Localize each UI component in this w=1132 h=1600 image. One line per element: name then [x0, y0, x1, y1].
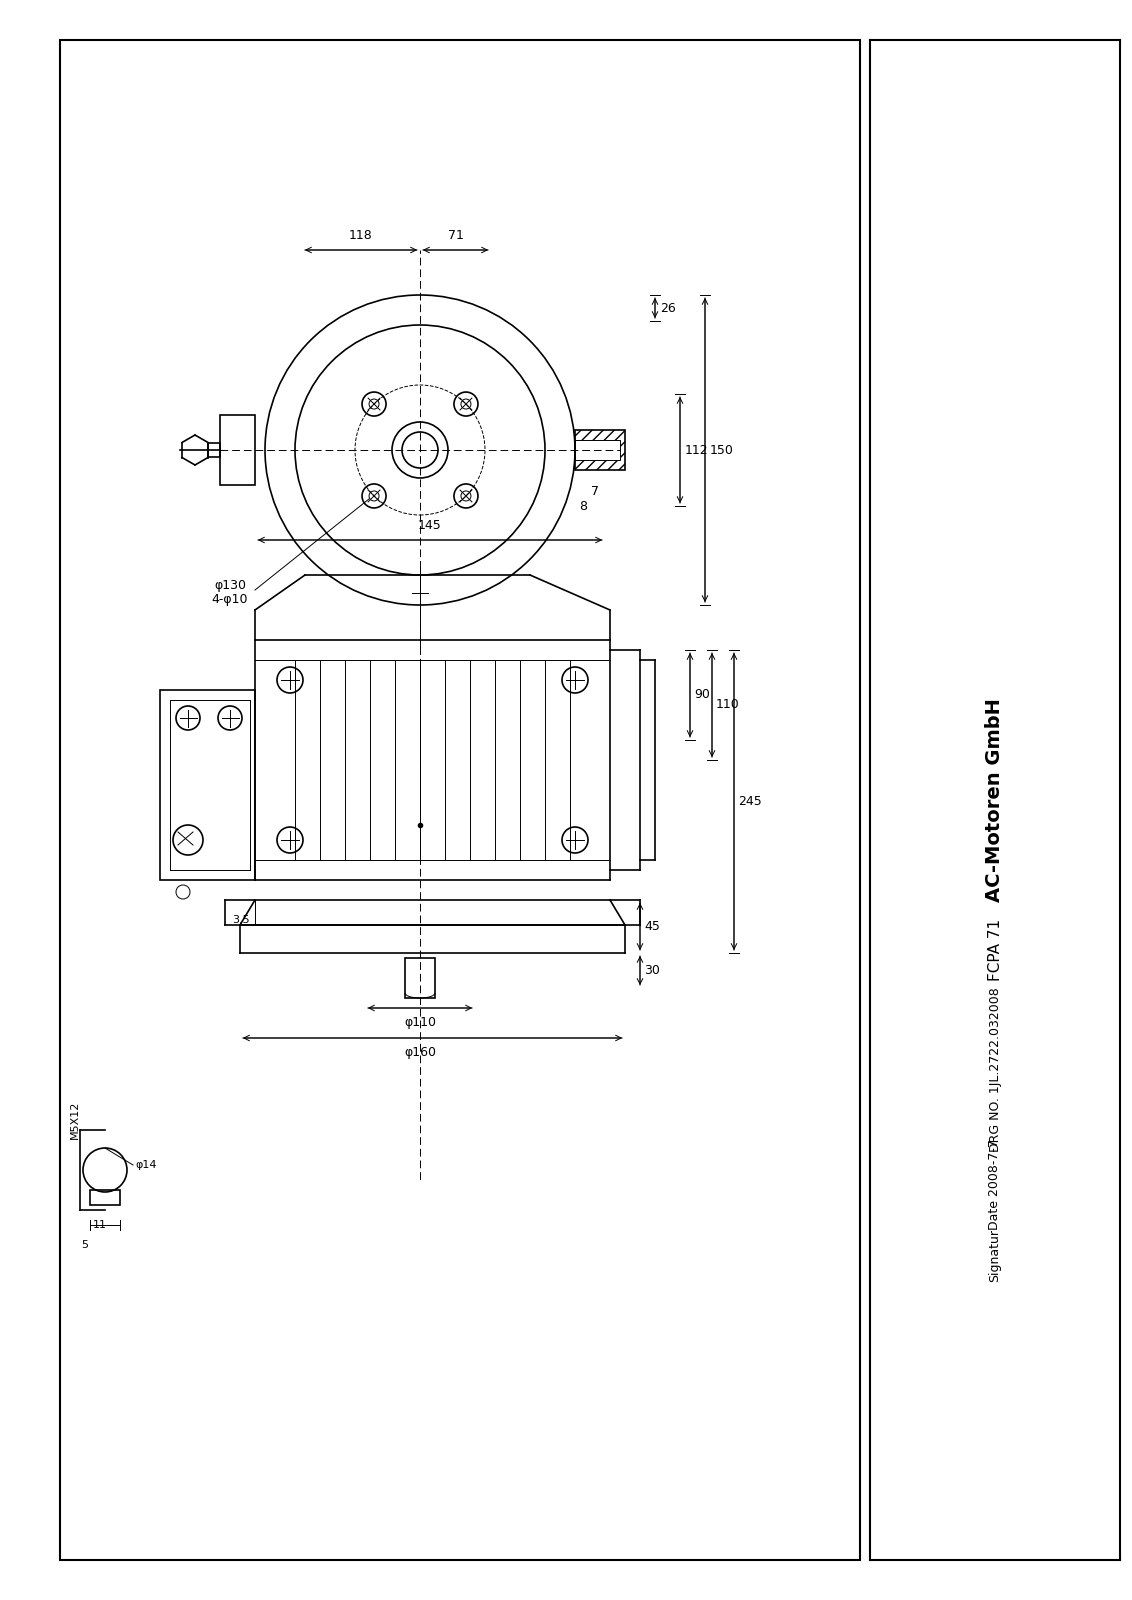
Text: Date 2008-7-7: Date 2008-7-7 [988, 1139, 1002, 1230]
Text: φ110: φ110 [404, 1016, 436, 1029]
Bar [91, 1190, 120, 1205]
Text: 150: 150 [710, 443, 734, 456]
Bar [575, 430, 625, 470]
Bar [405, 958, 435, 998]
Text: 145: 145 [418, 518, 441, 531]
Text: M5X12: M5X12 [70, 1101, 80, 1139]
Bar [160, 690, 255, 880]
Text: 7: 7 [591, 485, 599, 498]
Text: AC-Motoren GmbH: AC-Motoren GmbH [986, 698, 1004, 902]
Bar [575, 430, 625, 470]
Bar [60, 40, 860, 1560]
Text: FCPA 71: FCPA 71 [987, 918, 1003, 981]
Text: 11: 11 [93, 1219, 108, 1230]
Text: 90: 90 [694, 688, 710, 701]
Text: 8: 8 [578, 499, 588, 514]
Text: 3.5: 3.5 [232, 915, 250, 925]
Bar [220, 414, 255, 485]
Text: φ130: φ130 [214, 579, 246, 592]
Bar [208, 443, 220, 458]
Text: 110: 110 [717, 699, 739, 712]
Text: 245: 245 [738, 795, 762, 808]
Text: 112: 112 [685, 443, 709, 456]
Text: 45: 45 [644, 920, 660, 933]
Text: 71: 71 [447, 229, 463, 242]
Text: 5: 5 [82, 1240, 88, 1250]
Bar [575, 440, 620, 461]
Text: 26: 26 [660, 301, 676, 315]
Text: DRG NO. 1JL.2722.032008: DRG NO. 1JL.2722.032008 [988, 987, 1002, 1152]
Text: 4-φ10: 4-φ10 [212, 594, 248, 606]
Text: φ160: φ160 [404, 1046, 436, 1059]
Text: 118: 118 [349, 229, 372, 242]
Text: 30: 30 [644, 963, 660, 978]
Text: φ14: φ14 [135, 1160, 156, 1170]
Text: Signatur: Signatur [988, 1229, 1002, 1282]
